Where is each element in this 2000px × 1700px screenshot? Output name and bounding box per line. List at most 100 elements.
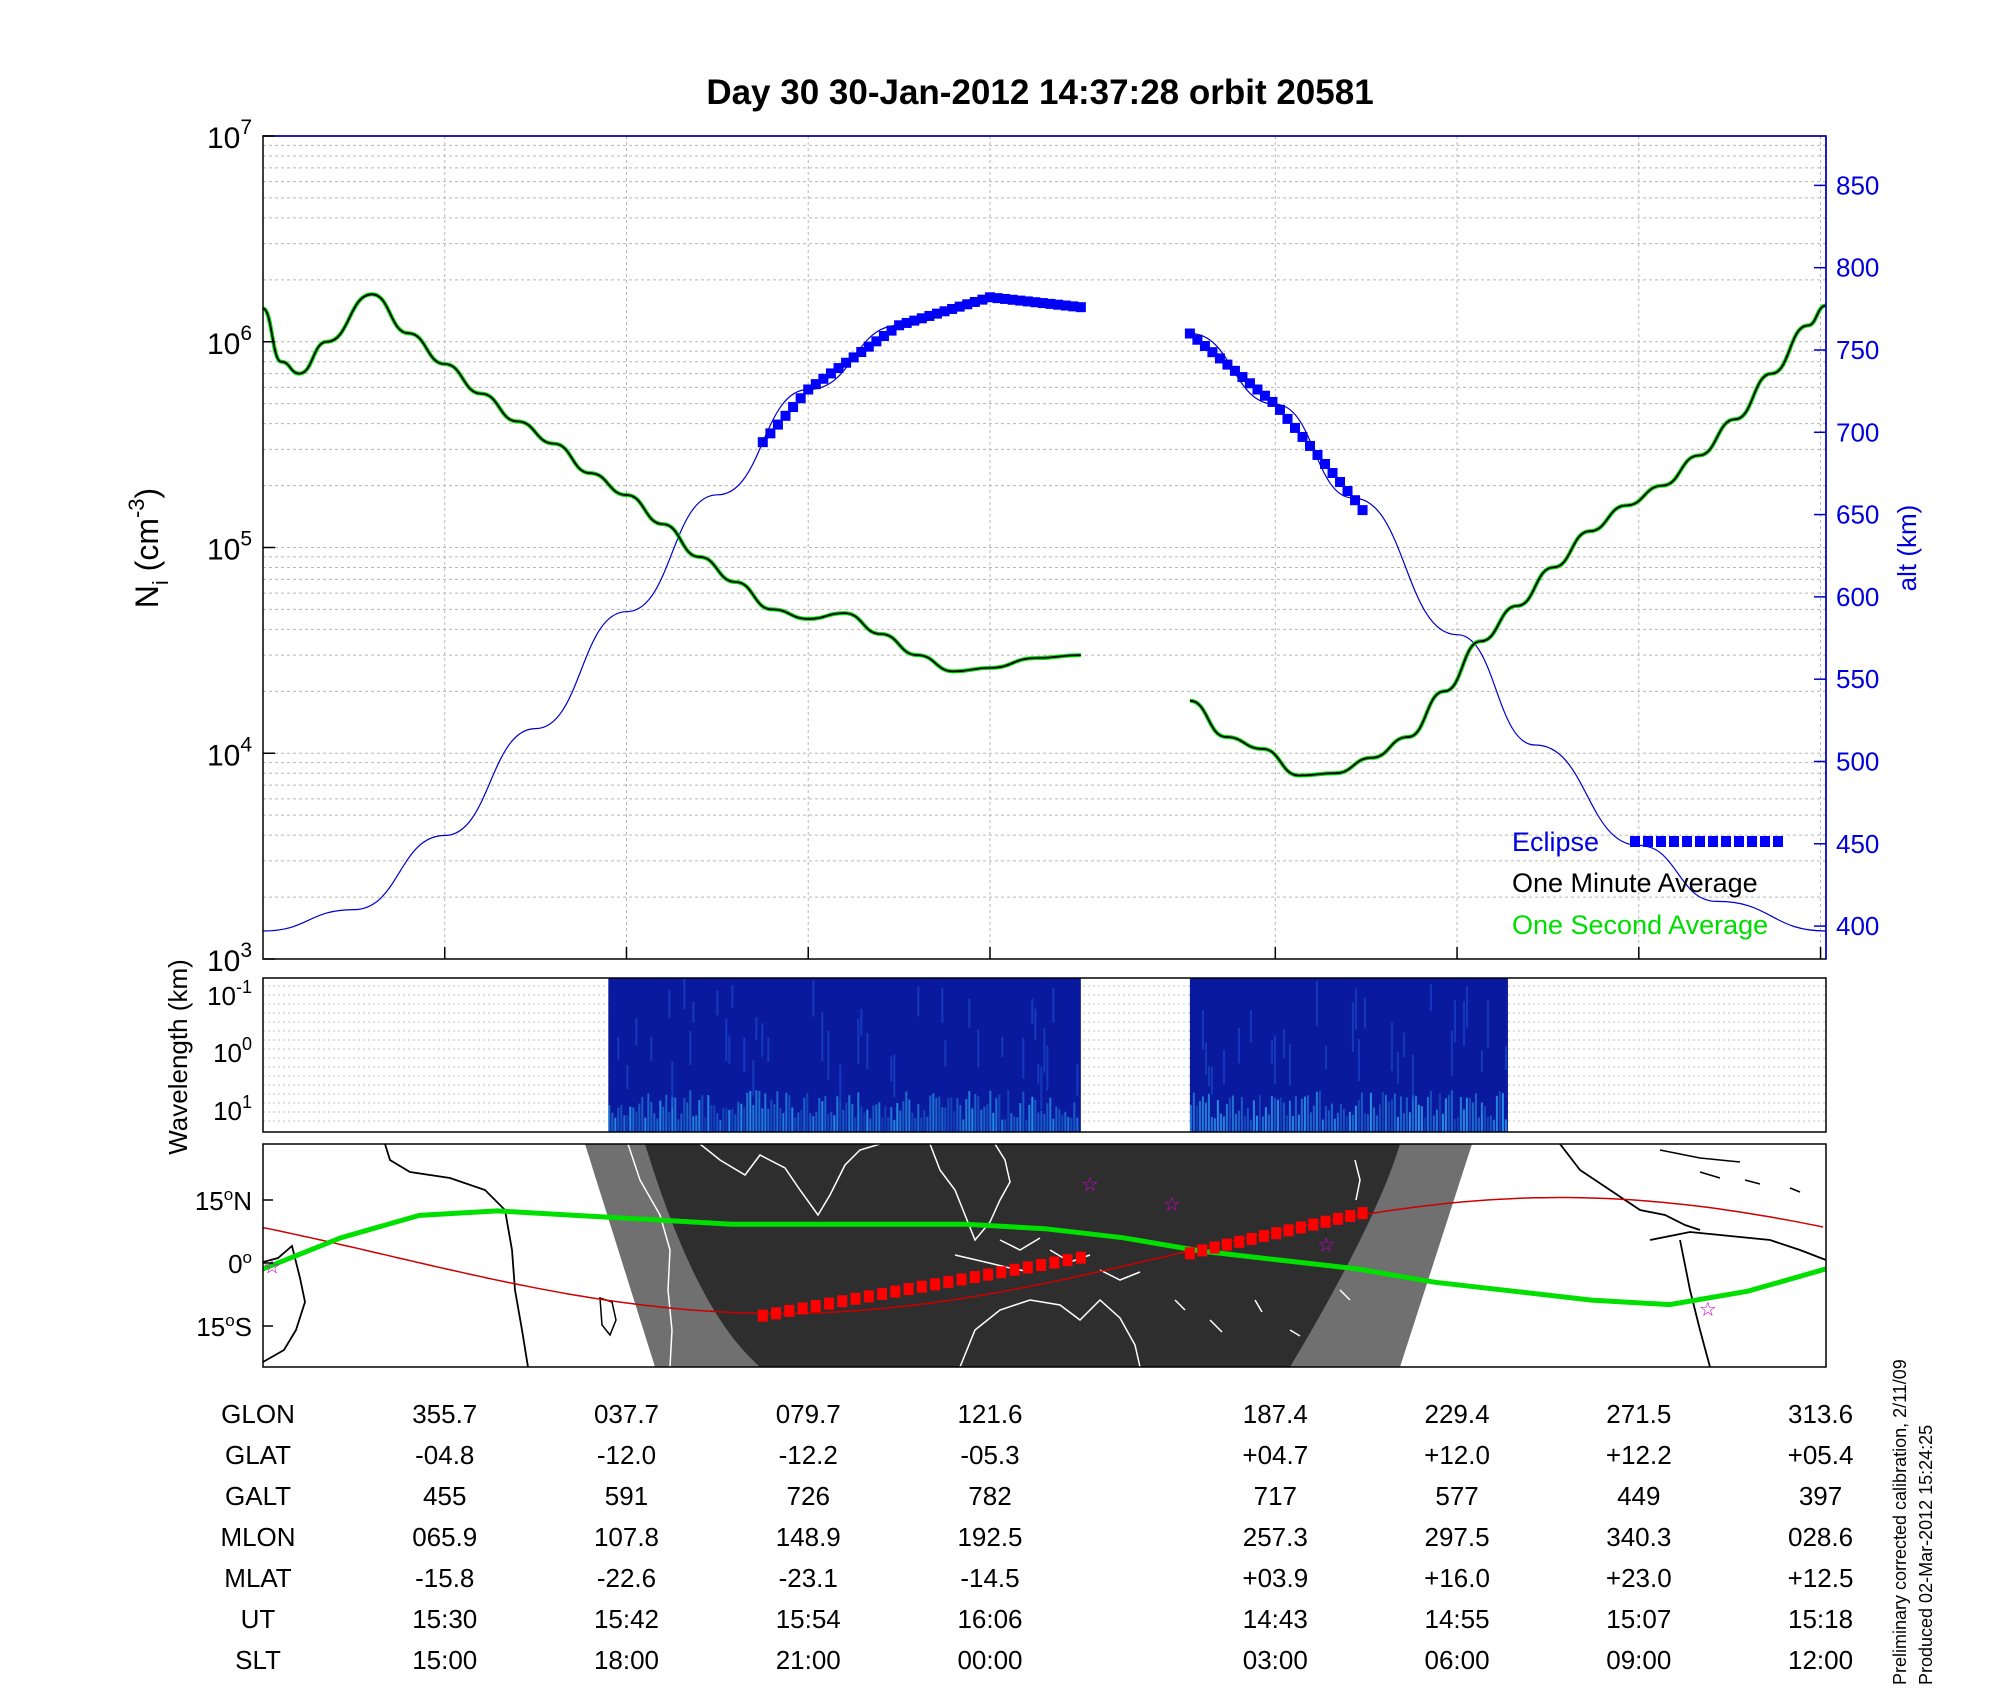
eclipse-marker (1015, 295, 1026, 306)
spectrogram-column (896, 1102, 899, 1132)
spectrogram-column (656, 1118, 659, 1132)
map-eclipse-marker (850, 1292, 861, 1305)
table-cell: 271.5 (1606, 1399, 1671, 1429)
spectrogram-column (848, 1095, 851, 1132)
table-row-label: UT (241, 1604, 276, 1634)
spectrogram-column (1330, 1103, 1333, 1132)
altitude-tick-label: 800 (1836, 253, 1879, 283)
spectrogram-column (1225, 1103, 1228, 1132)
spectrogram-column (1034, 1099, 1037, 1132)
table-cell: -05.3 (960, 1440, 1019, 1470)
spectrogram-streak (671, 1061, 674, 1108)
eclipse-marker (1237, 372, 1248, 383)
altitude-tick-label: 650 (1836, 500, 1879, 530)
one-second-average-line (261, 292, 1827, 778)
eclipse-marker (1199, 340, 1210, 351)
spectrogram-column (974, 1093, 977, 1132)
spectrogram-column (767, 1108, 770, 1132)
map-eclipse-marker (983, 1268, 994, 1281)
spectrogram-column (1450, 1090, 1453, 1132)
spectrogram-column (1396, 1116, 1399, 1132)
chart-title: Day 30 30-Jan-2012 14:37:28 orbit 20581 (706, 73, 1373, 112)
eclipse-marker (1289, 422, 1300, 433)
spectrogram-column (665, 1094, 668, 1132)
australia (959, 1298, 1141, 1367)
spectrogram-column (1037, 1112, 1040, 1132)
map-y-ticks: 15oN 0o 15oS (195, 1185, 273, 1342)
table-cell: +04.7 (1242, 1440, 1308, 1470)
spectrogram-column (1052, 1118, 1055, 1132)
spectrogram-column (989, 1090, 992, 1132)
altitude-y-ticks: 400 450 500 550 600 650 700 750 800 850 (1814, 170, 1879, 941)
spectrogram-column (950, 1097, 953, 1132)
map-eclipse-marker (1036, 1258, 1047, 1271)
table-cell: +05.4 (1788, 1440, 1854, 1470)
spectrogram-streak (1249, 1010, 1252, 1043)
spectrogram-streak (812, 980, 815, 1017)
spectrogram-column (638, 1103, 641, 1132)
spectrogram-column (761, 1108, 764, 1132)
wavelength-tick-label: 100 (213, 1034, 252, 1068)
spectrogram-streak (617, 1037, 620, 1060)
map-eclipse-marker (943, 1275, 954, 1288)
table-cell: -22.6 (597, 1563, 656, 1593)
eclipse-marker (1244, 378, 1255, 389)
spectrogram-streak (728, 1035, 731, 1064)
spectrogram-column (866, 1109, 869, 1132)
spectrogram-column (1294, 1096, 1297, 1132)
spectrogram-column (1456, 1116, 1459, 1132)
star-marker: ☆ (1699, 1297, 1717, 1321)
map-eclipse-marker (1075, 1251, 1086, 1264)
map-eclipse-marker (1308, 1218, 1319, 1231)
spectrogram-column (1067, 1116, 1070, 1132)
table-cell: -23.1 (779, 1563, 838, 1593)
density-tick-label: 107 (207, 116, 252, 155)
spectrogram-streak (1076, 1063, 1079, 1096)
spectrogram-column (980, 1109, 983, 1132)
spectrogram-streak (689, 1030, 692, 1065)
spectrogram-column (821, 1101, 824, 1132)
spectrogram-panel: 10-1 100 101 Wavelength (km) (163, 959, 1827, 1155)
density-y-label: Ni (cm-3) (124, 488, 173, 608)
map-eclipse-marker (956, 1273, 967, 1286)
spectrogram-column (1444, 1098, 1447, 1132)
spectrogram-column (1276, 1099, 1279, 1132)
spectrogram-streak (857, 1018, 860, 1065)
spectrogram-column (1264, 1107, 1267, 1132)
map-eclipse-marker (837, 1295, 848, 1308)
spectrogram-streak (1411, 1054, 1414, 1102)
spectrogram-column (1204, 1102, 1207, 1132)
spectrogram-column (1480, 1102, 1483, 1132)
eclipse-marker (969, 296, 980, 307)
spectrogram-column (1192, 1092, 1195, 1132)
spectrogram-column (1468, 1097, 1471, 1132)
eclipse-marker (909, 315, 920, 326)
spectrogram-column (707, 1095, 710, 1132)
wavelength-tick-label: 101 (213, 1092, 252, 1126)
spectrogram-streak (1282, 1029, 1285, 1059)
spectrogram-column (956, 1098, 959, 1132)
eclipse-marker (795, 393, 806, 404)
spectrogram-streak (821, 1012, 824, 1061)
spectrogram-column (1495, 1095, 1498, 1132)
spectrogram-column (614, 1117, 617, 1132)
spectrogram-column (674, 1097, 677, 1132)
spectrogram-column (1393, 1093, 1396, 1132)
spectrogram-column (1447, 1094, 1450, 1132)
legend-eclipse-dash (1773, 836, 1783, 847)
table-cell: 187.4 (1243, 1399, 1308, 1429)
eclipse-marker (1192, 334, 1203, 345)
spectrogram-column (983, 1106, 986, 1132)
legend: Eclipse One Minute Average One Second Av… (1512, 827, 1783, 940)
spectrogram-column (1013, 1116, 1016, 1132)
eclipse-marker (1327, 467, 1338, 478)
map-eclipse-marker (1332, 1212, 1343, 1225)
spectrogram-column (620, 1105, 623, 1132)
spectrogram-column (938, 1096, 941, 1132)
density-x-ticks (443, 947, 1822, 959)
map-eclipse-marker (1320, 1215, 1331, 1228)
map-eclipse-marker (916, 1280, 927, 1293)
eclipse-marker (1335, 476, 1346, 487)
spectrogram-streak (1046, 1045, 1049, 1091)
